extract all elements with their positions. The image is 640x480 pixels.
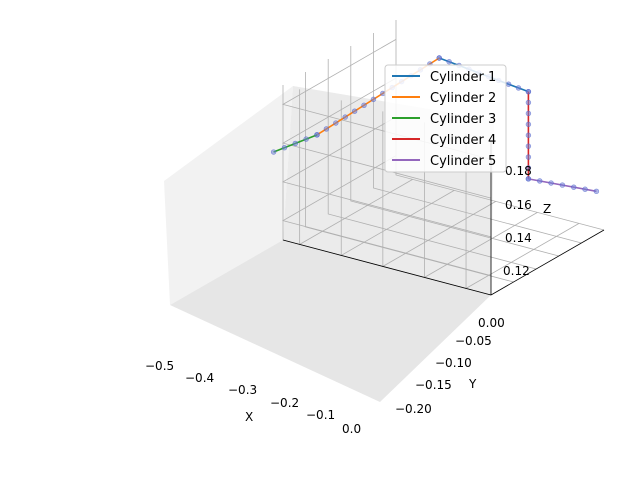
x-axis-title: X [245, 410, 253, 424]
y-tick-labels: −0.20 −0.15 −0.10 −0.05 0.00 [395, 316, 505, 416]
data-point [582, 186, 588, 192]
y-axis-line [282, 239, 492, 296]
legend-item: Cylinder 5 [392, 154, 496, 169]
x-tick-label: −0.3 [228, 383, 257, 397]
data-point [281, 145, 288, 151]
data-point [436, 55, 442, 61]
data-point [525, 121, 532, 128]
y-tick-label: −0.05 [455, 334, 492, 348]
data-point [525, 110, 532, 117]
data-point [525, 132, 532, 138]
y-tick-label: −0.20 [395, 402, 432, 416]
legend-frame [384, 64, 507, 173]
z-tick-label: 0.18 [505, 164, 532, 178]
y-tick-label: −0.15 [415, 378, 452, 392]
data-point [559, 182, 566, 188]
grid-line [281, 155, 492, 277]
y-tick-label: −0.10 [435, 356, 472, 370]
legend-label: Cylinder 3 [430, 112, 496, 127]
x-axis-line [490, 229, 605, 296]
z-axis-title: Z [543, 202, 551, 216]
data-point [525, 99, 532, 106]
legend-item: Cylinder 1 [392, 70, 496, 85]
grid-line [281, 77, 492, 199]
data-point [342, 114, 348, 120]
data-point [525, 154, 532, 160]
legend-item: Cylinder 4 [392, 133, 496, 148]
data-point [525, 88, 532, 95]
data-point [314, 132, 320, 138]
z-tick-label: 0.12 [503, 264, 530, 278]
data-point [361, 102, 367, 108]
left-pane [164, 86, 293, 305]
x-tick-label: −0.5 [145, 359, 174, 373]
data-point [525, 176, 532, 182]
data-point [537, 178, 543, 184]
data-point [323, 126, 330, 132]
data-point [370, 96, 377, 103]
data-point [333, 120, 339, 126]
series-cylinder-3 [270, 132, 320, 155]
z-tick-label: 0.14 [505, 231, 532, 245]
data-point [525, 143, 532, 149]
data-point [446, 59, 452, 65]
data-point [593, 188, 600, 195]
legend-label: Cylinder 4 [430, 133, 496, 148]
grid-line [281, 116, 492, 238]
x-tick-label: −0.4 [185, 371, 214, 385]
legend-label: Cylinder 1 [430, 70, 496, 85]
grid-line [350, 46, 559, 257]
data-point [303, 136, 309, 142]
grid-line [372, 33, 582, 244]
grid-line [327, 59, 537, 270]
series-cylinder-5 [525, 176, 600, 195]
z-tick-labels: 0.12 0.14 0.16 0.18 [503, 164, 532, 278]
data-point [505, 81, 512, 87]
x-tick-label: −0.1 [306, 408, 335, 422]
legend-label: Cylinder 5 [430, 154, 496, 169]
data-point [292, 140, 298, 147]
legend-item: Cylinder 2 [392, 91, 496, 106]
data-point [571, 184, 577, 190]
legend: Cylinder 1 Cylinder 2 Cylinder 3 Cylinder 4… [384, 64, 507, 173]
y-axis-title: Y [468, 377, 477, 391]
data-point [525, 165, 532, 171]
y-tick-label: 0.00 [478, 316, 505, 330]
data-point [351, 108, 358, 114]
data-point [548, 180, 554, 186]
x-tick-label: −0.2 [270, 396, 299, 410]
floor-pane [170, 240, 491, 402]
z-tick-label: 0.16 [505, 198, 532, 212]
legend-label: Cylinder 2 [430, 91, 496, 106]
data-point [270, 149, 277, 155]
legend-item: Cylinder 3 [392, 112, 496, 127]
x-tick-labels: −0.5 −0.4 −0.3 −0.2 −0.1 0.0 [145, 359, 361, 436]
data-point [515, 85, 522, 91]
x-tick-label: 0.0 [342, 422, 361, 436]
